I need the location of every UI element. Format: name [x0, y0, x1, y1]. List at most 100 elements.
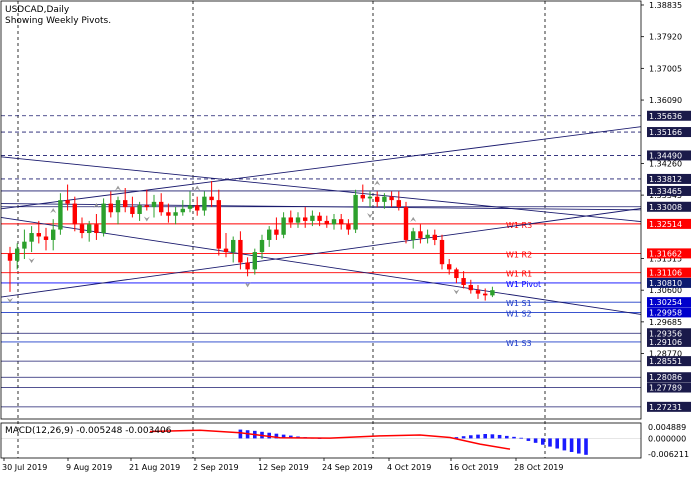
price-tag-text: 1.27789 [649, 384, 682, 393]
time-axis-label: 9 Aug 2019 [66, 463, 112, 472]
candle-37 [274, 217, 279, 240]
candle-41 [303, 207, 308, 228]
candle-body [115, 200, 121, 213]
candle-body [51, 229, 56, 240]
candle-body [461, 278, 466, 285]
candle-36 [267, 226, 272, 247]
price-tag-7: 1.31662 [647, 248, 691, 259]
candle-body [439, 239, 445, 265]
candle-42 [310, 210, 315, 227]
candle-63 [461, 271, 466, 289]
candle-body [252, 252, 257, 270]
price-tag-box [647, 110, 691, 121]
candle-30 [223, 233, 229, 258]
candle-51 [375, 191, 380, 208]
macd-bar-78 [569, 438, 574, 452]
candle-body [425, 234, 430, 239]
candle-43 [317, 212, 322, 227]
macd-bar-72 [526, 438, 531, 441]
price-tag-text: 1.31106 [649, 269, 682, 278]
candle-body [411, 231, 416, 240]
candle-body [79, 224, 85, 234]
price-axis-label: 1.28770 [649, 350, 682, 359]
fractal-down-50 [367, 213, 373, 219]
candle-body [310, 215, 315, 221]
candle-62 [454, 267, 459, 284]
candle-0 [7, 246, 13, 292]
candle-body [173, 212, 178, 216]
time-axis-label: 16 Oct 2019 [449, 463, 498, 472]
macd-bar-69 [505, 435, 509, 439]
macd-bar-70 [512, 436, 516, 439]
candle-body [454, 269, 459, 279]
time-axis-label: 2 Sep 2019 [193, 463, 239, 472]
candle-body [238, 239, 243, 263]
candle-body [144, 205, 149, 208]
candle-body [7, 253, 13, 261]
candle-66 [483, 288, 488, 301]
price-tag-text: 1.28086 [649, 373, 682, 382]
candle-body [288, 217, 293, 223]
candle-33 [245, 257, 250, 277]
candle-body [22, 241, 27, 249]
candle-body [490, 290, 495, 296]
time-axis: 30 Jul 2019 9 Aug 2019 21 Aug 2019 2 Sep 20… [2, 458, 563, 472]
macd-axis-label: 0.004889 [648, 423, 686, 432]
candle-body [151, 201, 157, 208]
candle-body [166, 212, 171, 216]
candle-body [317, 215, 322, 221]
price-tag-text: 1.34490 [649, 151, 682, 160]
price-tag-15: 1.28086 [647, 372, 691, 383]
candle-20 [151, 194, 157, 218]
candle-47 [346, 219, 351, 235]
candle-26 [195, 196, 200, 216]
candle-55 [403, 201, 409, 244]
macd-bar-66 [483, 434, 487, 439]
price-tag-box [647, 248, 691, 259]
pivot-label-5: W1 S2 [506, 309, 532, 318]
candle-40 [295, 212, 301, 228]
price-tag-3: 1.33812 [647, 173, 691, 184]
candle-50 [367, 191, 373, 208]
candle-body [223, 248, 229, 253]
price-tag-box [647, 218, 691, 229]
pivot-subtitle: Showing Weekly Pivots. [5, 16, 111, 26]
candle-body [187, 205, 193, 209]
price-axis: 1.388351.379201.370051.360901.342601.333… [641, 1, 689, 459]
price-tag-text: 1.28551 [649, 357, 682, 366]
candle-45 [331, 213, 337, 230]
price-tag-17: 1.27231 [647, 401, 691, 412]
candle-body [245, 262, 250, 270]
candle-body [130, 207, 135, 214]
candle-body [94, 224, 99, 234]
price-tag-9: 1.30810 [647, 277, 691, 288]
time-axis-label: 30 Jul 2019 [2, 463, 47, 472]
price-tag-1: 1.35166 [647, 127, 691, 138]
candle-body [259, 239, 265, 253]
macd-bar-80 [584, 438, 588, 455]
price-axis-label: 1.37920 [649, 33, 682, 42]
candle-body [475, 290, 481, 294]
price-axis-label: 1.34260 [649, 159, 682, 168]
candle-65 [475, 284, 481, 299]
candle-body [432, 234, 437, 240]
macd-axis-label: 0.000000 [648, 434, 686, 443]
price-tag-16: 1.27789 [647, 382, 691, 393]
candle-body [72, 203, 77, 225]
candle-body [29, 233, 34, 242]
candle-27 [202, 191, 207, 216]
price-tag-box [647, 297, 691, 308]
candle-body [353, 194, 358, 230]
candle-body [468, 284, 473, 291]
price-tag-text: 1.29356 [649, 329, 682, 338]
pivot-label-1: W1 R2 [506, 250, 532, 259]
price-tag-box [647, 328, 691, 339]
candle-6 [51, 219, 56, 251]
candle-body [382, 196, 387, 202]
fractal-markers [7, 180, 460, 303]
candle-61 [447, 259, 452, 275]
candle-38 [281, 212, 286, 239]
candle-53 [389, 191, 394, 208]
price-axis-label: 1.29685 [649, 318, 682, 327]
